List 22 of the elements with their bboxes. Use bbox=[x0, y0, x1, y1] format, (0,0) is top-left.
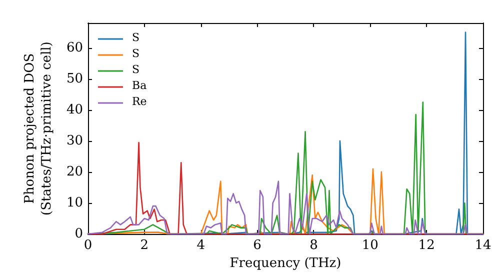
x-tick-label: 4 bbox=[196, 238, 205, 253]
legend-label: Ba bbox=[132, 79, 148, 92]
x-tick-label: 2 bbox=[140, 238, 149, 253]
x-tick-label: 6 bbox=[253, 238, 262, 253]
y-tick-label: 50 bbox=[66, 71, 83, 86]
x-tick-label: 12 bbox=[418, 238, 435, 253]
legend-label: S bbox=[132, 47, 140, 60]
y-tick-label: 20 bbox=[66, 164, 83, 180]
x-axis-title: Frequency (THz) bbox=[230, 256, 342, 271]
y-axis-title: Phonon projected DOS (States/THz·primitive cell) bbox=[22, 41, 55, 216]
x-tick-label: 14 bbox=[474, 238, 492, 253]
legend-label: S bbox=[132, 31, 140, 44]
y-tick-label: 30 bbox=[66, 133, 83, 148]
legend-label: Re bbox=[132, 95, 147, 108]
x-tick-label: 10 bbox=[362, 238, 378, 253]
x-tick-label: 0 bbox=[84, 238, 92, 253]
y-tick-label: 10 bbox=[66, 195, 83, 210]
y-tick-label: 40 bbox=[66, 102, 83, 118]
legend-label: S bbox=[132, 63, 140, 76]
y-tick-label: 60 bbox=[66, 40, 83, 56]
y-tick-label: 0 bbox=[74, 226, 83, 242]
x-tick-label: 8 bbox=[310, 238, 318, 253]
